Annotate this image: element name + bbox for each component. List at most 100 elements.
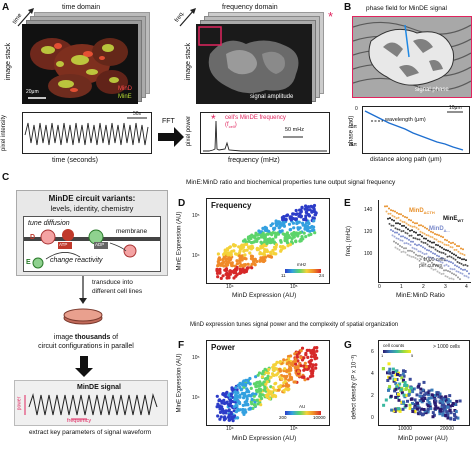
g-histogram-bin (386, 371, 389, 375)
d-colorbar-unit: mHz (297, 262, 307, 267)
e-curve-point (468, 272, 470, 275)
of-label: of (112, 334, 119, 341)
g-histogram-bin (446, 413, 450, 417)
g-histogram-bin (428, 402, 432, 406)
scatter-point (265, 241, 269, 246)
scatter-point (263, 255, 268, 259)
scatter-point (221, 392, 225, 396)
scatter-point (250, 262, 254, 266)
e-curve-point (423, 253, 426, 256)
g-histogram-bin (431, 411, 435, 415)
phase-ytick-mid: -2π (349, 124, 357, 130)
scatter-point (271, 373, 275, 377)
scatter-point (296, 226, 300, 230)
g-histogram-bin (388, 376, 392, 380)
scatter-point (252, 403, 256, 407)
e-curve-point (424, 242, 427, 244)
scatter-point (246, 402, 250, 406)
scatter-point (244, 257, 248, 261)
scatter-point (253, 262, 257, 266)
petri-dish-icon (63, 308, 103, 325)
scatter-point (283, 379, 287, 383)
scatter-point (263, 367, 267, 371)
scatter-point (299, 349, 303, 353)
e-series-2-name: MinE (443, 216, 458, 222)
e-curve-point (394, 210, 396, 213)
d-scatter (215, 203, 318, 280)
e-curve-point (422, 246, 424, 249)
g-histogram-bin (413, 403, 417, 406)
e-curve-point (442, 252, 445, 254)
g-histogram-bin (439, 409, 443, 413)
scatter-point (299, 356, 303, 360)
e-curve-point (437, 259, 440, 262)
g-plot (381, 362, 462, 421)
g-histogram-bin (430, 393, 434, 397)
e-xtick-0: 0 (378, 284, 381, 290)
scatter-point (236, 391, 240, 395)
scatter-point (305, 348, 309, 352)
scatter-point (314, 363, 318, 367)
e-curve-point (458, 262, 461, 264)
scatter-point (315, 349, 319, 353)
scatter-point (242, 264, 246, 268)
scatter-point (255, 248, 259, 252)
e-curve-point (406, 216, 408, 219)
scatter-point (297, 220, 301, 224)
d-colorbar (285, 269, 321, 273)
scatter-point (263, 228, 267, 232)
scatter-point (251, 234, 255, 239)
e-curve-point (405, 226, 407, 229)
g-histogram-bin (388, 385, 392, 389)
scatter-point (227, 418, 231, 422)
e-curve-point (404, 236, 406, 239)
e-curve-point (417, 254, 419, 257)
scatter-point (283, 233, 287, 237)
scatter-point (252, 240, 256, 244)
e-curve-point (433, 258, 436, 261)
thousands-label: thousands (74, 334, 111, 341)
scatter-point (243, 238, 247, 242)
e-curve-point (427, 260, 429, 263)
scatter-point (232, 249, 236, 253)
e-curve-point (452, 241, 454, 244)
scatter-point (276, 232, 281, 236)
scatter-point (292, 226, 296, 230)
f-ytick-1: 10⁵ (192, 355, 200, 361)
scatter-point (219, 415, 223, 419)
g-histogram-bin (415, 407, 419, 411)
e-curve-point (400, 235, 402, 238)
scatter-point (231, 415, 235, 420)
scatter-point (306, 377, 310, 381)
scatter-point (248, 406, 252, 410)
scatter-point (256, 373, 260, 377)
scatter-point (263, 238, 267, 242)
g-xlabel: MinD power (AU) (398, 435, 448, 442)
fft-label: FFT (162, 118, 175, 125)
e-curve-point (389, 217, 391, 220)
g-histogram-bin (451, 404, 455, 407)
pixel-power-label: pixel power (186, 115, 193, 147)
scatter-point (254, 375, 258, 379)
scatter-point (303, 227, 307, 231)
f-inner-label: Power (211, 343, 236, 352)
scatter-point (292, 212, 296, 216)
scatter-point (218, 258, 222, 262)
scatter-point (293, 365, 297, 370)
g-histogram-bin (444, 408, 447, 412)
scatter-point (258, 252, 262, 256)
scatter-point (294, 208, 298, 213)
peak-annotation: cell's MinDE frequency (fcell) (225, 115, 286, 130)
e-curve-point (395, 241, 397, 244)
e-curve-point (409, 229, 411, 232)
g-histogram-bin (405, 387, 408, 391)
scatter-point (263, 377, 268, 381)
e-curve-point (438, 271, 441, 274)
scatter-point (277, 388, 281, 392)
scatter-point (243, 400, 247, 404)
scatter-point (304, 214, 308, 218)
g-histogram-bin (394, 369, 398, 373)
g-ytick-4: 4 (371, 371, 374, 377)
scatter-point (258, 384, 262, 388)
g-histogram-bin (454, 410, 458, 414)
